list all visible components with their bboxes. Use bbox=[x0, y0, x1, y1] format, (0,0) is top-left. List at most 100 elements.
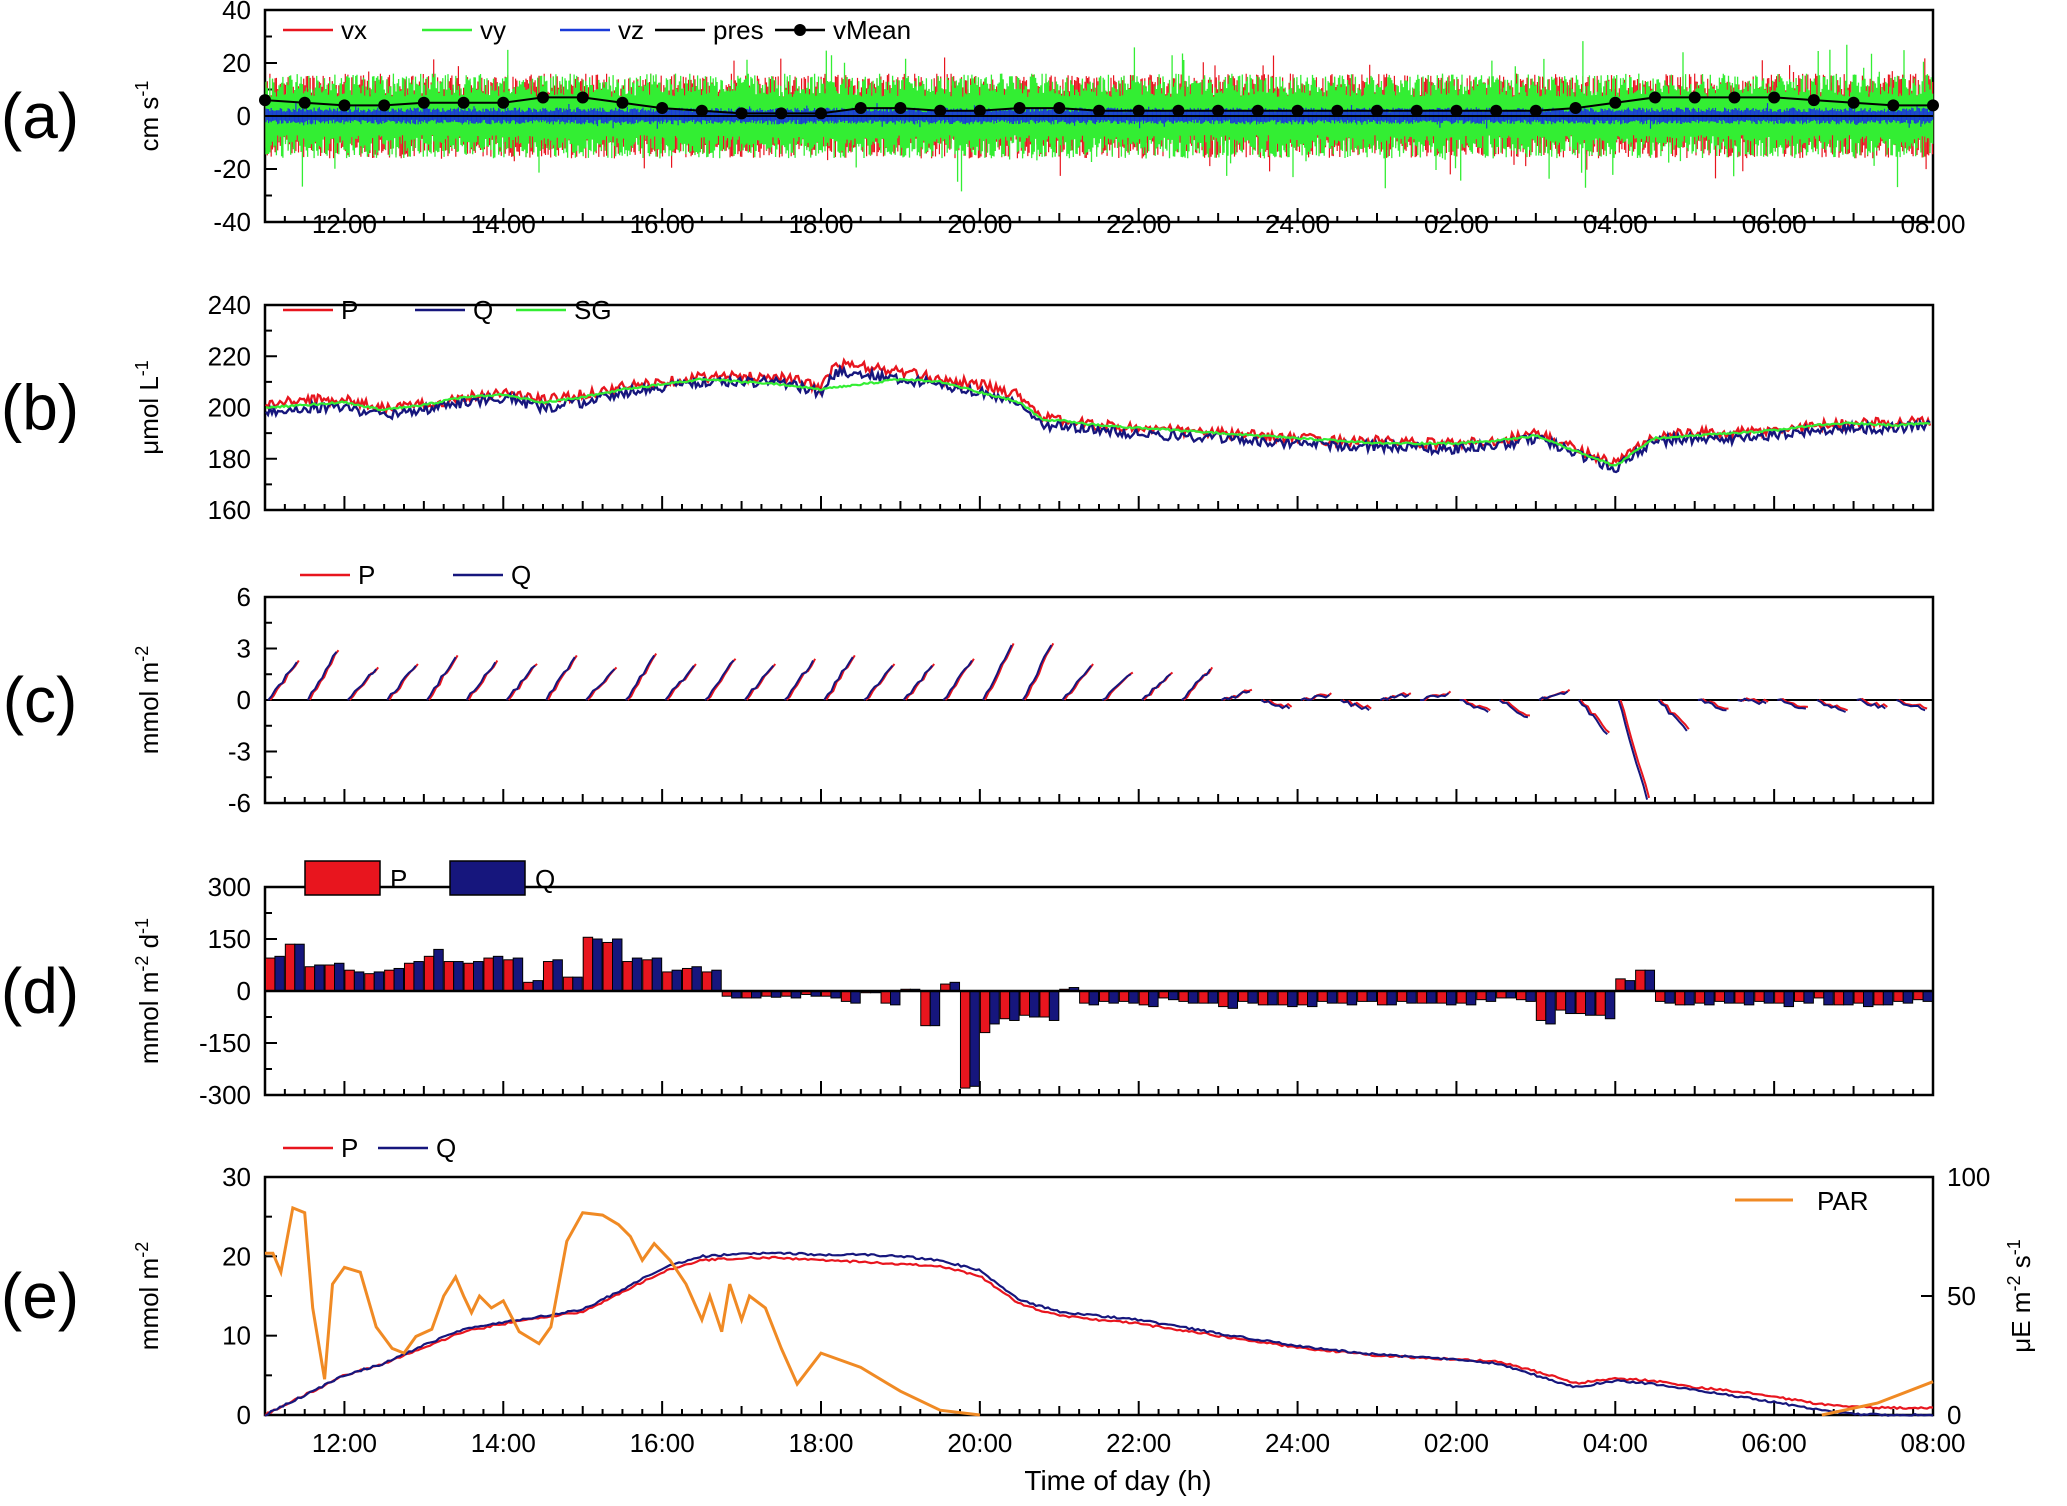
bar-Q bbox=[1148, 990, 1159, 1008]
bar-Q bbox=[314, 964, 325, 992]
panel-a: 40 20 0 -20 -40 (a) cm s-1 vx vy vz pres vMean 12:00… bbox=[1, 0, 1966, 239]
bar-Q bbox=[1346, 990, 1358, 1006]
bar-Q bbox=[1624, 980, 1636, 992]
bar-Q bbox=[393, 967, 405, 992]
vMean-point bbox=[695, 104, 708, 117]
series-Q-segment bbox=[1657, 699, 1688, 732]
series-P bbox=[264, 1255, 1934, 1417]
series-P-segment bbox=[1579, 699, 1610, 734]
bar-Q bbox=[1664, 990, 1675, 1004]
legend-label: P bbox=[341, 295, 358, 325]
bar-P bbox=[1734, 990, 1745, 1004]
bar-P bbox=[364, 973, 375, 992]
bar-P bbox=[642, 959, 653, 992]
bar-P bbox=[503, 959, 514, 992]
bar-P bbox=[1396, 990, 1408, 1002]
bar-P bbox=[1297, 990, 1308, 1006]
bar-P bbox=[959, 990, 971, 1089]
series-P-segment bbox=[984, 642, 1015, 701]
bar-P bbox=[1515, 990, 1527, 1001]
ylabel-text: μmol L bbox=[134, 376, 164, 455]
x-tick-label: 02:00 bbox=[1424, 1428, 1489, 1458]
vMean-point bbox=[1291, 104, 1304, 117]
x-tick-label: 08:00 bbox=[1900, 1428, 1965, 1458]
bar-P bbox=[622, 961, 633, 992]
bar-Q bbox=[1187, 990, 1199, 1004]
series-Q-segment bbox=[1061, 665, 1092, 701]
vMean-point bbox=[1807, 94, 1820, 107]
bar-Q bbox=[1287, 990, 1298, 1008]
bar-Q bbox=[1863, 990, 1874, 1008]
bar-Q bbox=[612, 938, 623, 992]
series-P-segment bbox=[1659, 699, 1690, 730]
y-tick-label: -3 bbox=[228, 737, 251, 767]
series-Q-segment bbox=[1737, 697, 1767, 706]
bar-P bbox=[979, 990, 991, 1034]
bar-Q bbox=[1902, 990, 1914, 1004]
bar-Q bbox=[1108, 990, 1119, 1004]
bar-Q bbox=[1168, 990, 1179, 1001]
x-tick-label: 14:00 bbox=[471, 1428, 536, 1458]
bar-Q bbox=[850, 990, 861, 1004]
series-Q-segment bbox=[704, 659, 735, 701]
x-tick-label: 24:00 bbox=[1265, 209, 1330, 239]
bar-Q bbox=[274, 955, 285, 992]
bar-Q bbox=[1585, 990, 1596, 1016]
bar-P bbox=[1218, 990, 1229, 1008]
bar-P bbox=[1257, 990, 1269, 1006]
vMean-point bbox=[815, 107, 827, 120]
y-tick-label: 3 bbox=[237, 634, 251, 664]
ylabel-superscript: -2 bbox=[132, 1242, 152, 1258]
panel-b: 240 220 200 180 160 (b) μmol L-1 P Q SG bbox=[1, 290, 1935, 525]
bar-P bbox=[443, 961, 455, 992]
panel-d: 300 150 0 -150 -300 (d) mmol m-2 d-1 P Q bbox=[1, 860, 1935, 1110]
bar-P bbox=[423, 955, 435, 992]
bar-P bbox=[1595, 990, 1606, 1016]
bar-P bbox=[999, 990, 1011, 1020]
bar-Q bbox=[1803, 990, 1814, 1004]
series-Q-segment bbox=[863, 665, 894, 701]
bar-P bbox=[1178, 990, 1189, 1002]
x-tick-label: 18:00 bbox=[788, 1428, 853, 1458]
y2-tick-label: 0 bbox=[1947, 1400, 1961, 1430]
x-tick-label: 08:00 bbox=[1900, 209, 1965, 239]
bar-P bbox=[1476, 990, 1487, 1001]
bar-Q bbox=[1843, 990, 1854, 1006]
bar-Q bbox=[1763, 990, 1775, 1004]
bar-P bbox=[304, 966, 316, 992]
bar-Q bbox=[1644, 969, 1656, 992]
vMean-point bbox=[973, 104, 986, 117]
legend-label: Q bbox=[535, 864, 555, 894]
bar-P bbox=[463, 962, 475, 992]
bar-Q bbox=[1446, 990, 1457, 1006]
vMean-point bbox=[378, 99, 391, 112]
bar-Q bbox=[373, 971, 385, 992]
bar-P bbox=[542, 961, 554, 992]
bar-Q bbox=[631, 957, 643, 992]
vMean-point bbox=[1410, 104, 1423, 117]
series-Q-segment bbox=[1896, 699, 1926, 712]
ylabel-superscript: -1 bbox=[132, 918, 152, 934]
x-tick-label: 22:00 bbox=[1106, 1428, 1171, 1458]
bar-Q bbox=[473, 961, 484, 992]
y-tick-label: -150 bbox=[199, 1028, 251, 1058]
vMean-point bbox=[1728, 91, 1741, 104]
y-tick-label: -300 bbox=[199, 1080, 251, 1110]
series-Q-segment bbox=[1300, 694, 1330, 701]
bar-P bbox=[1635, 969, 1646, 992]
series-Q-segment bbox=[1577, 699, 1608, 736]
bar-Q bbox=[969, 990, 980, 1087]
series-Q-segment bbox=[306, 651, 338, 701]
bar-P bbox=[1674, 990, 1686, 1006]
bar-Q bbox=[433, 948, 444, 992]
series-P-segment bbox=[1619, 699, 1651, 799]
vMean-point bbox=[1609, 96, 1622, 109]
vMean-point bbox=[1212, 104, 1225, 117]
legend-label: vMean bbox=[833, 15, 911, 45]
legend-label: SG bbox=[574, 295, 612, 325]
vMean-point bbox=[1847, 96, 1860, 109]
x-tick-label: 04:00 bbox=[1583, 1428, 1648, 1458]
ylabel-superscript: -1 bbox=[2004, 1239, 2024, 1255]
series-Q-segment bbox=[505, 664, 536, 701]
